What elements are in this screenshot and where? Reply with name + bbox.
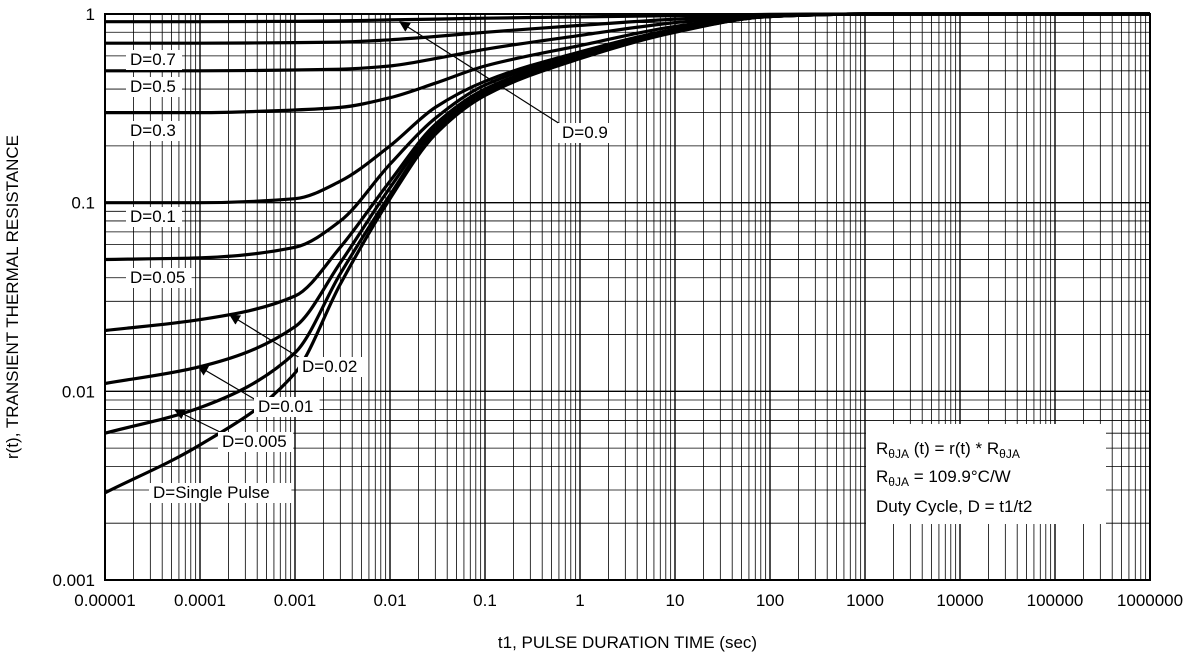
curve-label-d-0-9: D=0.9	[562, 123, 608, 142]
curve-label-d-0-02: D=0.02	[302, 357, 357, 376]
label-arrow-d-0-01	[197, 365, 257, 401]
y-tick-label: 1	[86, 5, 95, 24]
label-bg-d-0-005	[218, 432, 294, 452]
curve-label-d-0-01: D=0.01	[258, 397, 313, 416]
curve-label-d-0-1: D=0.1	[130, 207, 176, 226]
note-box	[866, 424, 1106, 524]
label-arrow-d-0-02	[229, 314, 301, 359]
curve-labels: D=0.9 D=0.7 D=0.5 D=0.3 D=0.1 D=0.05 D=0.02 D=0…	[126, 21, 614, 503]
label-arrow-d-0-9	[399, 21, 561, 125]
note-l1-r: R	[876, 439, 888, 458]
label-bg-d-0-02	[298, 357, 364, 377]
x-tick-label: 0.001	[274, 591, 317, 610]
curve-label-d-0-5: D=0.5	[130, 77, 176, 96]
note-line-duty-cycle: Duty Cycle, D = t1/t2	[876, 497, 1032, 516]
curve-label-d-0-7: D=0.7	[130, 50, 176, 69]
note-line-rthetaja-t: RθJA (t) = r(t) * RθJA	[876, 439, 1020, 461]
y-tick-label: 0.01	[62, 382, 95, 401]
label-bg-d-0-7	[126, 50, 182, 70]
note-l2-rest: = 109.9°C/W	[909, 467, 1011, 486]
curve-label-d-single-pulse: D=Single Pulse	[153, 483, 270, 502]
y-axis-title: r(t), TRANSIENT THERMAL RESISTANCE	[3, 135, 22, 459]
note-line-rthetaja-value: RθJA = 109.9°C/W	[876, 467, 1011, 489]
label-bg-d-single-pulse	[149, 483, 292, 503]
x-tick-label: 0.0001	[174, 591, 226, 610]
y-tick-labels: 0.001 0.01 0.1 1	[52, 5, 95, 590]
y-tick-label: 0.1	[71, 194, 95, 213]
label-bg-d-0-9	[558, 123, 614, 143]
note-l2-r: R	[876, 467, 888, 486]
thermal-note: RθJA (t) = r(t) * RθJA RθJA = 109.9°C/W …	[866, 424, 1106, 524]
x-axis-title: t1, PULSE DURATION TIME (sec)	[498, 633, 757, 652]
note-l1-sub2: θJA	[999, 447, 1020, 461]
plot-frame	[104, 13, 1151, 581]
note-l1-mid: (t) = r(t) * R	[909, 439, 999, 458]
label-bg-d-0-01	[254, 397, 320, 417]
label-bg-d-0-05	[126, 268, 192, 288]
x-tick-label: 0.1	[473, 591, 497, 610]
x-tick-label: 100	[756, 591, 784, 610]
x-tick-label: 1000000	[1117, 591, 1183, 610]
x-tick-label: 100000	[1027, 591, 1084, 610]
y-tick-label: 0.001	[52, 571, 95, 590]
label-bg-d-0-5	[126, 77, 182, 97]
label-bg-d-0-3	[126, 121, 182, 141]
curve-label-d-0-3: D=0.3	[130, 121, 176, 140]
x-tick-label: 1	[575, 591, 584, 610]
curve-label-d-0-05: D=0.05	[130, 268, 185, 287]
x-tick-label: 0.01	[373, 591, 406, 610]
x-tick-label: 10000	[936, 591, 983, 610]
label-bg-d-0-1	[126, 207, 182, 227]
x-tick-label: 0.00001	[74, 591, 135, 610]
label-arrow-d-0-005	[174, 409, 221, 433]
x-tick-label: 10	[666, 591, 685, 610]
curve-label-d-0-005: D=0.005	[222, 432, 287, 451]
note-l1-sub: θJA	[888, 447, 909, 461]
x-tick-labels: 0.00001 0.0001 0.001 0.01 0.1 1 10 100 1000 10000…	[74, 591, 1183, 610]
x-tick-label: 1000	[846, 591, 884, 610]
note-l2-sub: θJA	[888, 475, 909, 489]
